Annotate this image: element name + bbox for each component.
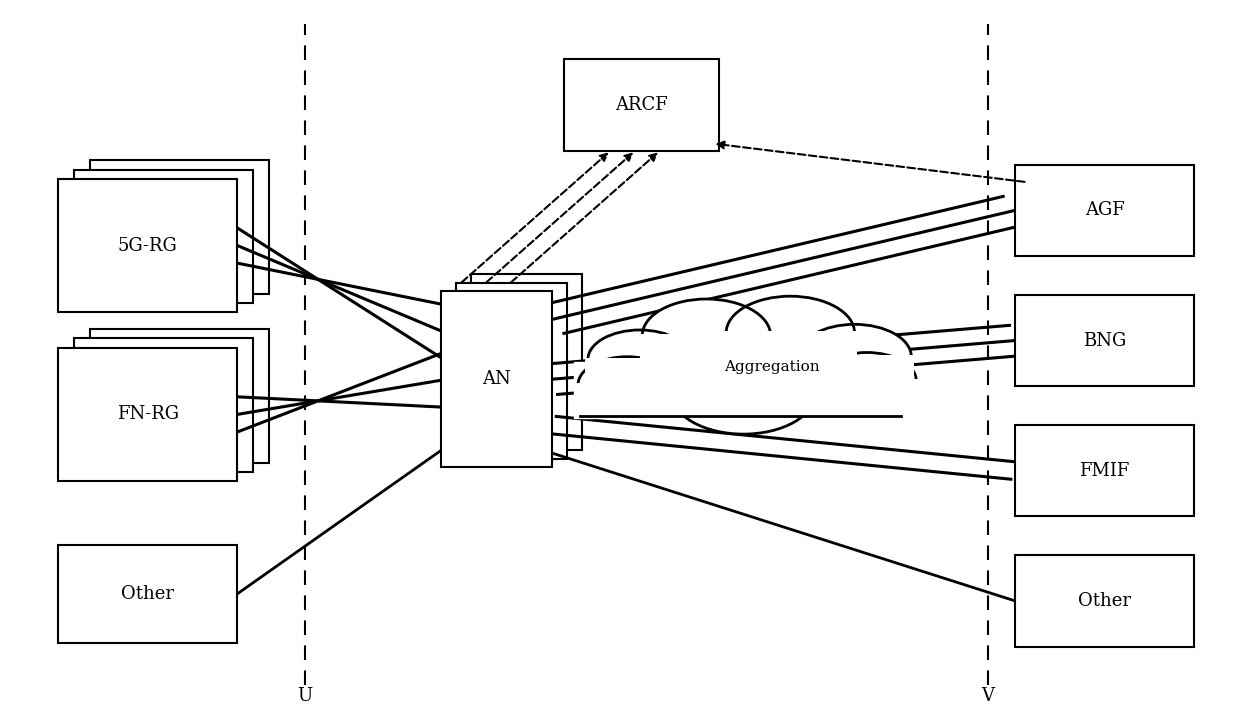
Bar — [815, 379, 919, 416]
Bar — [58, 348, 237, 481]
Bar — [58, 545, 237, 643]
Bar — [58, 179, 237, 312]
Text: AN: AN — [482, 370, 511, 388]
Bar — [795, 355, 914, 416]
Bar — [724, 332, 857, 416]
Text: FMIF: FMIF — [1079, 462, 1130, 480]
Bar — [1016, 425, 1194, 516]
Circle shape — [642, 299, 770, 372]
Bar — [91, 329, 269, 463]
Text: Other: Other — [1078, 592, 1131, 610]
Text: Aggregation: Aggregation — [724, 359, 820, 373]
Circle shape — [797, 324, 911, 389]
Circle shape — [727, 296, 854, 369]
Circle shape — [817, 352, 916, 409]
Bar — [91, 160, 269, 294]
Text: ARCF: ARCF — [615, 96, 668, 114]
Bar — [74, 339, 253, 472]
Bar — [575, 383, 680, 416]
Text: 5G-RG: 5G-RG — [118, 236, 177, 255]
Bar — [1016, 165, 1194, 256]
Bar — [585, 358, 694, 416]
Bar — [640, 334, 773, 416]
Bar — [564, 59, 719, 151]
Text: BNG: BNG — [1083, 332, 1126, 349]
Bar — [1016, 555, 1194, 647]
Text: V: V — [981, 687, 994, 705]
Bar — [1016, 295, 1194, 386]
Circle shape — [578, 356, 677, 413]
Bar — [471, 274, 582, 450]
Text: U: U — [298, 687, 312, 705]
Bar — [441, 291, 552, 467]
Bar — [456, 283, 567, 459]
Circle shape — [588, 330, 692, 389]
Text: FN-RG: FN-RG — [117, 405, 179, 423]
Bar — [574, 361, 908, 418]
Bar — [74, 170, 253, 303]
Text: Other: Other — [122, 585, 175, 603]
Bar — [670, 392, 817, 416]
Circle shape — [672, 352, 815, 434]
Text: AGF: AGF — [1085, 202, 1125, 219]
